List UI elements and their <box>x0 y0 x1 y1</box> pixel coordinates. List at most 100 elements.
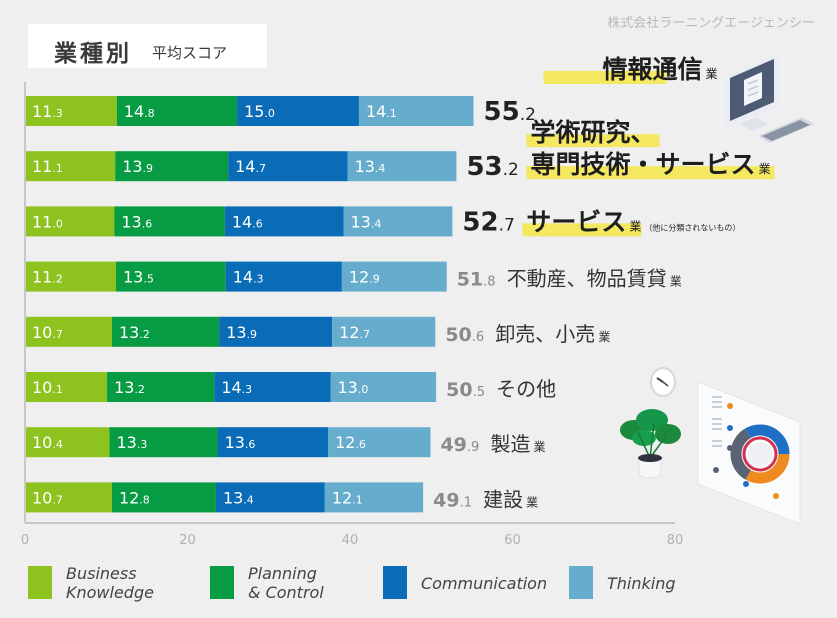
chart-title: 業種別 <box>54 41 132 67</box>
bar-segment-communication <box>214 372 331 402</box>
total-value-label: 55.2 <box>484 97 536 127</box>
segment-value-label: 10.7 <box>32 488 63 507</box>
bar-segment-business-knowledge <box>25 261 116 292</box>
bar-segment-business-knowledge <box>25 372 108 402</box>
segment-value-label: 10.7 <box>32 323 63 342</box>
segment-value-label: 14.7 <box>235 157 266 176</box>
bar-segment-communication <box>237 96 359 126</box>
company-name: 株式会社ラーニングエージェンシー <box>607 16 815 31</box>
legend-label-communication: Communication <box>421 574 548 593</box>
bar-segment-planning-control <box>116 261 226 292</box>
segment-value-label: 11.3 <box>32 102 63 121</box>
bar-segment-thinking <box>324 482 424 513</box>
category-label: その他 <box>496 377 556 401</box>
highlight-marker <box>543 70 667 84</box>
legend-swatch-business-knowledge <box>28 566 52 599</box>
segment-value-label: 13.2 <box>114 378 145 397</box>
segment-value-label: 11.0 <box>32 212 63 231</box>
bar-segment-business-knowledge <box>25 206 115 237</box>
bar-segment-thinking <box>341 261 447 292</box>
category-label: 建設業 <box>483 487 538 511</box>
bar-segment-business-knowledge <box>25 151 116 182</box>
segment-value-label: 11.2 <box>32 268 63 287</box>
total-value-label: 50.6 <box>445 324 484 346</box>
bar-segment-planning-control <box>111 482 216 513</box>
bar-segment-business-knowledge <box>25 482 112 513</box>
total-value-label: 52.7 <box>462 207 514 237</box>
clock-icon <box>650 367 676 397</box>
title-box <box>28 24 267 68</box>
legend-swatch-planning-control <box>210 566 234 599</box>
bar-segment-thinking <box>343 206 453 237</box>
bar-segment-thinking <box>347 151 457 182</box>
bar-segment-communication <box>228 151 348 182</box>
segment-value-label: 10.4 <box>32 433 63 452</box>
segment-value-label: 12.6 <box>335 433 366 452</box>
bar-segment-thinking <box>332 316 436 347</box>
legend-item-planning-control: Planning & Control <box>210 564 360 604</box>
segment-value-label: 12.9 <box>349 268 380 287</box>
bar-segment-thinking <box>330 372 437 402</box>
segment-value-label: 13.6 <box>225 433 256 452</box>
bar-segment-business-knowledge <box>25 427 110 458</box>
segment-value-label: 15.0 <box>244 102 275 121</box>
x-tick-label: 80 <box>667 533 684 548</box>
segment-value-label: 13.3 <box>117 433 148 452</box>
segment-value-label: 14.3 <box>221 378 252 397</box>
bar-segment-planning-control <box>109 427 218 458</box>
legend-item-communication: Communication <box>383 564 563 604</box>
highlight-marker <box>522 223 642 237</box>
bar-segment-planning-control <box>115 151 229 182</box>
segment-value-label: 13.2 <box>119 323 150 342</box>
x-tick-label: 20 <box>179 533 196 548</box>
bar-segment-planning-control <box>114 206 225 237</box>
category-label: サービス業（他に分類されないもの） <box>526 207 740 236</box>
segment-value-label: 14.1 <box>366 102 397 121</box>
segment-value-label: 14.6 <box>232 212 263 231</box>
total-value-label: 50.5 <box>446 379 485 401</box>
segment-value-label: 14.3 <box>233 268 264 287</box>
segment-value-label: 13.9 <box>122 157 153 176</box>
segment-value-label: 10.1 <box>32 378 63 397</box>
bar-segment-communication <box>215 482 325 513</box>
x-tick-label: 60 <box>504 533 521 548</box>
bar-segment-communication <box>224 206 344 237</box>
segment-value-label: 12.8 <box>119 488 150 507</box>
segment-value-label: 13.5 <box>123 268 154 287</box>
segment-value-label: 14.8 <box>124 102 155 121</box>
chart-subtitle: 平均スコア <box>152 44 228 62</box>
total-value-label: 49.9 <box>440 434 479 456</box>
category-label: 情報通信業 <box>603 55 718 84</box>
legend-item-thinking: Thinking <box>569 564 699 604</box>
category-label: 卸売、小売業 <box>495 322 610 346</box>
segment-value-label: 13.9 <box>226 323 257 342</box>
segment-value-label: 12.7 <box>339 323 370 342</box>
segment-value-label: 11.1 <box>32 157 63 176</box>
category-label: 学術研究、 <box>530 118 655 147</box>
legend-swatch-communication <box>383 566 407 599</box>
bar-segment-thinking <box>358 96 474 126</box>
legend-swatch-thinking <box>569 566 593 599</box>
legend-item-business-knowledge: Business Knowledge <box>28 564 178 604</box>
segment-value-label: 13.4 <box>351 212 382 231</box>
legend-label-planning-control: Planning & Control <box>248 564 324 602</box>
segment-value-label: 13.4 <box>223 488 254 507</box>
legend-label-thinking: Thinking <box>607 574 676 593</box>
total-value-label: 49.1 <box>433 489 472 511</box>
bar-segment-thinking <box>328 427 431 458</box>
total-value-label: 51.8 <box>457 269 496 291</box>
total-value-label: 53.2 <box>466 152 518 182</box>
bar-segment-communication <box>225 261 342 292</box>
x-tick-label: 0 <box>21 533 29 548</box>
bar-segment-business-knowledge <box>25 316 112 347</box>
bar-segment-planning-control <box>116 96 238 126</box>
computer-icon <box>726 54 814 143</box>
x-tick-label: 40 <box>342 533 359 548</box>
highlight-marker <box>526 166 775 180</box>
legend-label-business-knowledge: Business Knowledge <box>66 564 154 602</box>
segment-value-label: 12.1 <box>332 488 363 507</box>
bar-segment-planning-control <box>111 316 220 347</box>
highlight-marker <box>526 134 660 148</box>
category-label: 不動産、物品賃貸業 <box>507 267 682 291</box>
